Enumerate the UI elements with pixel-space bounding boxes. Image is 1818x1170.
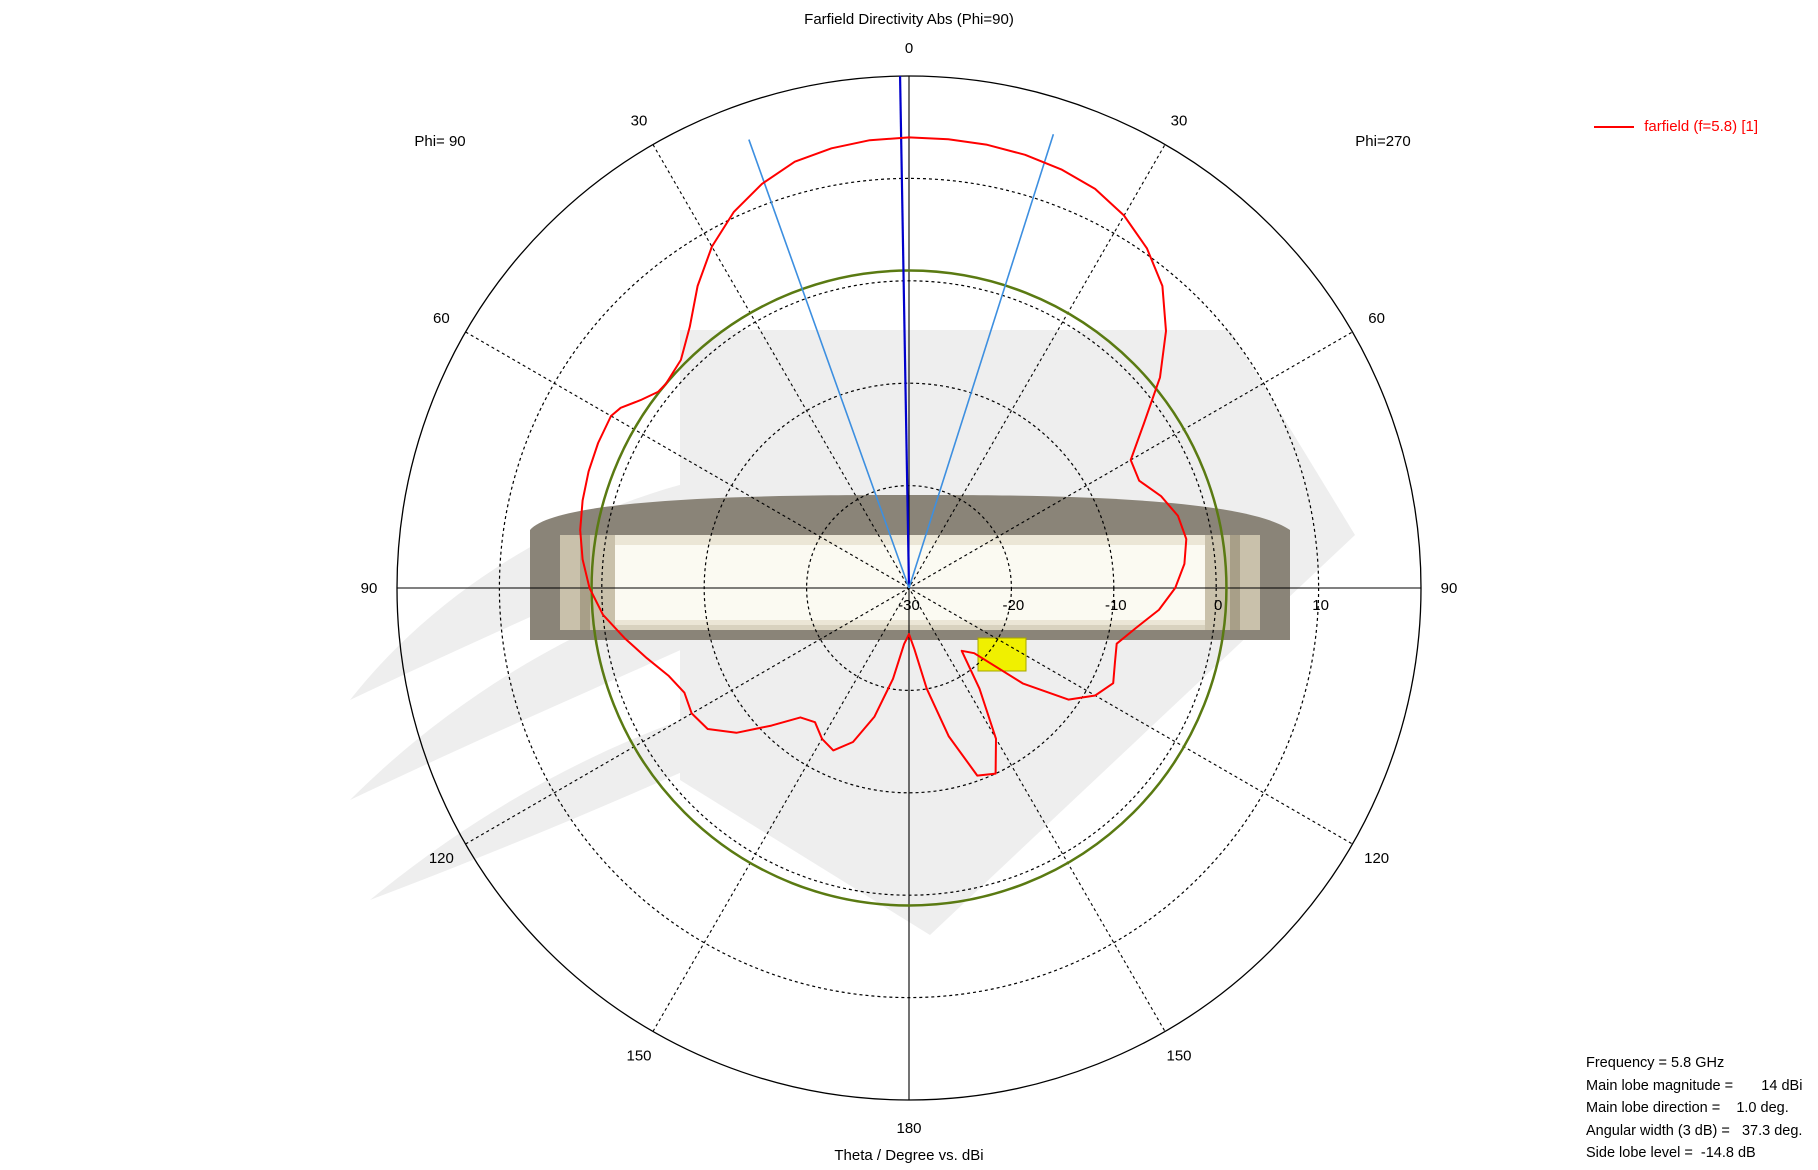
beamwidth-line (908, 134, 1055, 589)
antenna-feed (977, 637, 1027, 672)
left-half-label: Phi= 90 (414, 133, 465, 150)
radial-tick-label: 0 (1214, 597, 1222, 614)
main-lobe-line (898, 76, 911, 589)
antenna-model (530, 495, 1290, 672)
angle-tick-labels: 0 30 60 90 120 150 180 150 120 90 60 30 (361, 40, 1458, 1137)
angle-tick-label: 120 (1364, 850, 1389, 867)
angle-tick-label: 150 (1166, 1048, 1191, 1065)
angle-tick-label: 90 (1441, 580, 1458, 597)
side-lobe-level-text: Side lobe level = -14.8 dB (1586, 1145, 1756, 1161)
angle-tick-label: 180 (896, 1120, 921, 1137)
series-line-farfield (579, 136, 1188, 777)
angle-tick-label: 150 (626, 1048, 651, 1065)
angle-tick-label: 90 (361, 580, 378, 597)
legend-swatch (1594, 125, 1635, 128)
series-curves (579, 136, 1188, 777)
angle-tick-label: 30 (631, 112, 648, 129)
chart-title: Farfield Directivity Abs (Phi=90) (804, 11, 1014, 28)
results-panel: Frequency = 5.8 GHz Main lobe magnitude … (1586, 1052, 1802, 1165)
x-axis-label: Theta / Degree vs. dBi (834, 1147, 983, 1164)
radial-tick-label: -10 (1105, 597, 1127, 614)
angle-tick-label: 60 (1368, 310, 1385, 327)
radial-tick-label: -30 (898, 597, 920, 614)
beamwidth-line (748, 139, 910, 589)
frequency-text: Frequency = 5.8 GHz (1586, 1055, 1725, 1071)
main-lobe-direction-text: Main lobe direction = 1.0 deg. (1586, 1100, 1789, 1116)
angle-tick-label: 60 (433, 310, 450, 327)
angle-tick-label: 30 (1171, 112, 1188, 129)
radial-tick-label: -20 (1003, 597, 1025, 614)
right-half-label: Phi=270 (1355, 133, 1410, 150)
radial-tick-label: 10 (1312, 597, 1329, 614)
reference-level-circle (590, 269, 1228, 907)
legend-entry: farfield (f=5.8) [1] (1644, 118, 1758, 135)
angle-tick-label: 120 (429, 850, 454, 867)
angular-width-text: Angular width (3 dB) = 37.3 deg. (1586, 1122, 1803, 1139)
radial-tick-labels: -30 -20 -10 0 10 (898, 597, 1329, 614)
angle-tick-label: 0 (905, 40, 913, 57)
legend: farfield (f=5.8) [1] (1594, 118, 1758, 135)
main-lobe-magnitude-text: Main lobe magnitude = 14 dBi (1586, 1077, 1803, 1094)
lobe-markers (748, 76, 1055, 589)
reference-circle (590, 269, 1228, 907)
